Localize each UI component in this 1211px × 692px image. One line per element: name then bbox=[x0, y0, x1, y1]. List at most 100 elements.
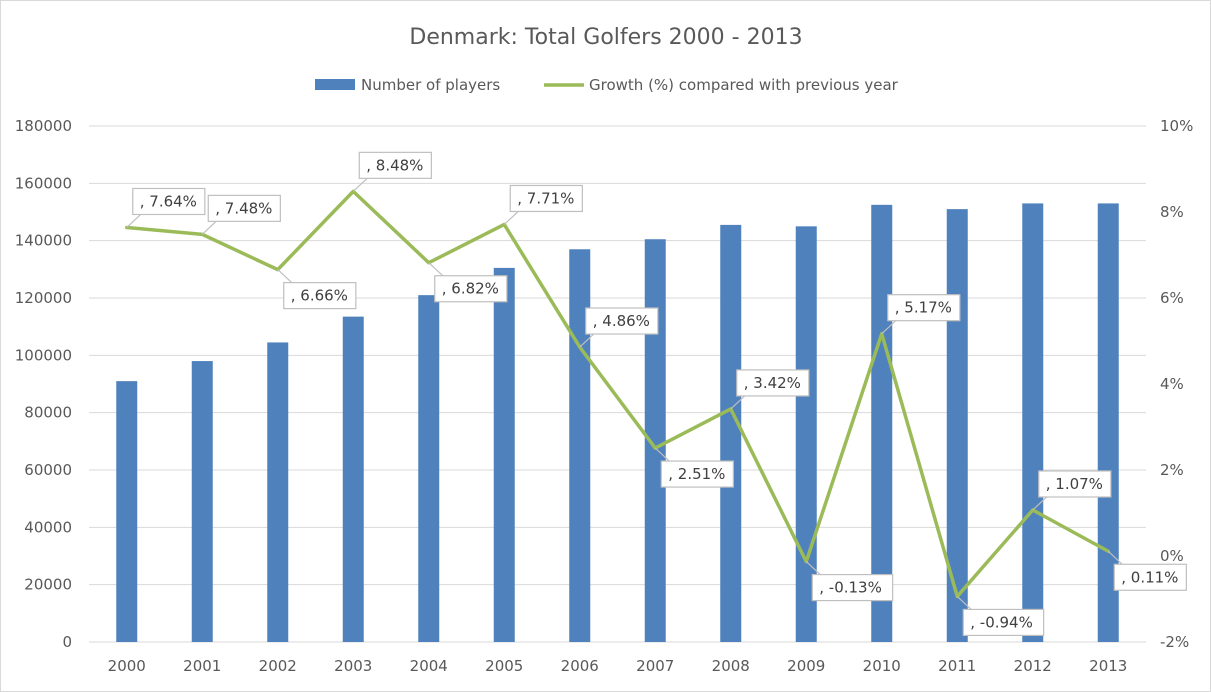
data-label-leader bbox=[503, 211, 519, 225]
data-label-leader bbox=[654, 447, 670, 462]
left-tick-label: 180000 bbox=[15, 117, 72, 135]
data-label-box bbox=[434, 275, 508, 303]
data-label: , 2.51% bbox=[654, 447, 734, 488]
data-label: , 1.07% bbox=[1032, 470, 1112, 511]
bar bbox=[871, 204, 893, 643]
data-label: , 7.71% bbox=[503, 184, 583, 225]
x-tick-label: 2004 bbox=[410, 657, 448, 675]
data-label-text: , 3.42% bbox=[744, 374, 801, 392]
data-labels: , 7.64% , 7.48% , 6.66% , 8.48% , 6.82% , 7.7… bbox=[126, 151, 1187, 637]
x-axis-ticks: 2000 2001 2002 2003 2004 2005 2006 2007 2008 2009… bbox=[108, 657, 1128, 675]
legend-bar-swatch bbox=[315, 79, 355, 90]
data-label-text: , 6.82% bbox=[442, 280, 499, 298]
data-label: , 5.17% bbox=[881, 294, 961, 335]
left-tick-label: 20000 bbox=[24, 576, 72, 594]
data-label-leader bbox=[277, 269, 293, 284]
right-tick-label: 0% bbox=[1160, 547, 1184, 565]
bar bbox=[644, 239, 666, 642]
gridlines bbox=[89, 125, 1146, 643]
data-label-box bbox=[811, 573, 894, 602]
data-label-leader bbox=[956, 595, 972, 610]
data-label-leader bbox=[1107, 550, 1123, 565]
data-label-text: , -0.13% bbox=[819, 579, 882, 597]
data-label-box bbox=[585, 307, 659, 335]
legend-line-label: Growth (%) compared with previous year bbox=[589, 76, 899, 94]
left-tick-label: 0 bbox=[62, 633, 72, 651]
bar bbox=[418, 295, 440, 642]
right-tick-label: -2% bbox=[1160, 633, 1189, 651]
x-tick-label: 2002 bbox=[259, 657, 297, 675]
right-tick-label: 4% bbox=[1160, 375, 1184, 393]
data-label-text: , 8.48% bbox=[366, 156, 423, 174]
bar bbox=[795, 226, 817, 643]
data-label-box bbox=[660, 460, 734, 488]
data-label: , -0.13% bbox=[805, 561, 894, 602]
left-tick-label: 100000 bbox=[15, 346, 72, 364]
data-label-box bbox=[887, 294, 961, 322]
data-label-leader bbox=[126, 214, 142, 228]
bar bbox=[569, 249, 591, 642]
x-tick-label: 2006 bbox=[561, 657, 599, 675]
data-label-box bbox=[358, 151, 432, 179]
right-tick-label: 2% bbox=[1160, 461, 1184, 479]
left-tick-label: 60000 bbox=[24, 461, 72, 479]
data-label-text: , 7.71% bbox=[517, 189, 574, 207]
legend-bar-label: Number of players bbox=[361, 76, 500, 94]
data-label-text: , 7.64% bbox=[140, 192, 197, 210]
data-label-box bbox=[736, 369, 810, 397]
data-label: , 3.42% bbox=[730, 369, 810, 410]
growth-line bbox=[125, 189, 1110, 599]
data-label: , 4.86% bbox=[579, 307, 659, 348]
data-label: , 6.82% bbox=[428, 262, 508, 303]
chart-title: Denmark: Total Golfers 2000 - 2013 bbox=[409, 25, 802, 50]
data-label-box bbox=[207, 194, 281, 222]
bar bbox=[267, 342, 289, 642]
left-axis-ticks: 0 20000 40000 60000 80000 100000 120000 140000 1… bbox=[15, 117, 72, 651]
data-label-text: , 4.86% bbox=[593, 312, 650, 330]
bar bbox=[493, 267, 515, 642]
data-label: , 0.11% bbox=[1107, 550, 1187, 591]
data-label-leader bbox=[579, 333, 595, 348]
bar bbox=[720, 224, 742, 642]
bar bbox=[1097, 203, 1119, 642]
left-tick-label: 120000 bbox=[15, 289, 72, 307]
data-label: , -0.94% bbox=[956, 595, 1045, 637]
left-tick-label: 140000 bbox=[15, 232, 72, 250]
data-label-box bbox=[1113, 563, 1187, 591]
x-tick-label: 2011 bbox=[938, 657, 976, 675]
x-tick-label: 2001 bbox=[183, 657, 221, 675]
data-label-text: , 6.66% bbox=[291, 287, 348, 305]
left-tick-label: 80000 bbox=[24, 404, 72, 422]
right-tick-label: 10% bbox=[1160, 117, 1193, 135]
data-label-leader bbox=[730, 395, 746, 410]
bar bbox=[1022, 203, 1044, 642]
data-label-text: , -0.94% bbox=[970, 613, 1033, 631]
data-label-leader bbox=[805, 561, 821, 576]
data-label-leader bbox=[428, 262, 444, 277]
data-label-leader bbox=[881, 320, 897, 335]
right-tick-label: 6% bbox=[1160, 289, 1184, 307]
data-label: , 7.48% bbox=[201, 194, 281, 235]
data-label-text: , 0.11% bbox=[1121, 568, 1178, 586]
data-label-leader bbox=[352, 177, 368, 192]
data-label: , 6.66% bbox=[277, 269, 357, 310]
x-tick-label: 2010 bbox=[863, 657, 901, 675]
data-label-text: , 5.17% bbox=[895, 299, 952, 317]
line-series bbox=[125, 189, 1110, 599]
data-label-box bbox=[509, 184, 583, 213]
data-label-leader bbox=[201, 220, 217, 235]
data-label-leader bbox=[1032, 496, 1048, 511]
data-label-box bbox=[132, 187, 206, 216]
legend: Number of players Growth (%) compared wi… bbox=[315, 76, 899, 94]
data-label-text: , 7.48% bbox=[215, 199, 272, 217]
x-tick-label: 2009 bbox=[787, 657, 825, 675]
bar bbox=[191, 361, 213, 642]
data-label: , 8.48% bbox=[352, 151, 432, 192]
x-tick-label: 2007 bbox=[636, 657, 674, 675]
x-tick-label: 2000 bbox=[108, 657, 146, 675]
x-tick-label: 2013 bbox=[1089, 657, 1127, 675]
data-label-text: , 1.07% bbox=[1046, 475, 1103, 493]
right-axis-ticks: -2% 0% 2% 4% 6% 8% 10% bbox=[1160, 117, 1193, 651]
left-tick-label: 160000 bbox=[15, 174, 72, 192]
